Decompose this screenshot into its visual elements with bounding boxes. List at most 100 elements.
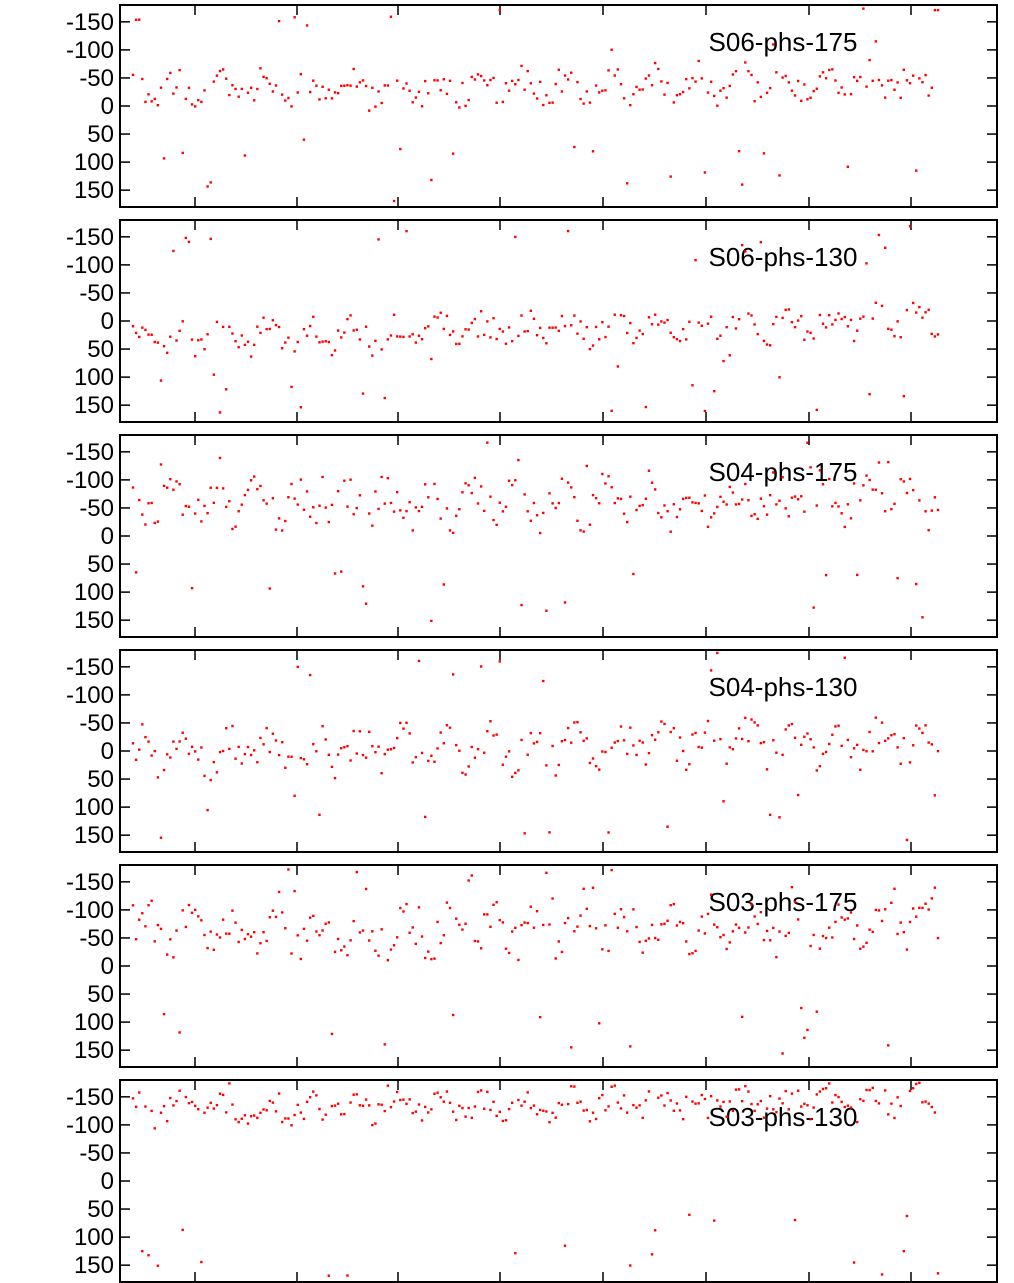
data-point bbox=[153, 521, 156, 525]
data-point bbox=[231, 1103, 234, 1106]
data-point bbox=[632, 342, 635, 345]
data-point bbox=[451, 531, 455, 535]
data-point bbox=[492, 903, 495, 907]
data-point bbox=[859, 317, 862, 320]
data-point bbox=[796, 79, 800, 83]
data-point bbox=[234, 340, 237, 343]
data-point bbox=[371, 744, 374, 748]
data-point bbox=[271, 732, 275, 735]
data-point bbox=[703, 409, 707, 413]
data-point bbox=[470, 491, 473, 495]
data-point bbox=[545, 342, 548, 345]
data-point bbox=[604, 924, 607, 927]
data-point bbox=[181, 731, 184, 734]
data-point bbox=[206, 1106, 209, 1109]
data-point bbox=[806, 1104, 809, 1107]
data-point bbox=[268, 1099, 271, 1103]
data-point bbox=[756, 332, 759, 336]
data-point bbox=[846, 1104, 850, 1107]
y-tick-label: 50 bbox=[87, 766, 114, 793]
data-point bbox=[383, 1043, 386, 1046]
data-point bbox=[221, 325, 225, 329]
data-point bbox=[719, 495, 722, 499]
data-point bbox=[716, 104, 719, 107]
data-point bbox=[740, 737, 744, 741]
data-point bbox=[548, 1121, 551, 1124]
data-point bbox=[818, 75, 822, 78]
data-point bbox=[433, 1092, 436, 1095]
data-point bbox=[551, 502, 554, 505]
data-point bbox=[380, 101, 383, 105]
data-point bbox=[927, 908, 930, 911]
data-point bbox=[880, 304, 884, 308]
data-point bbox=[579, 1100, 582, 1103]
data-point bbox=[772, 739, 775, 742]
data-point bbox=[212, 1107, 216, 1110]
data-point bbox=[190, 911, 194, 914]
data-point bbox=[361, 753, 365, 757]
y-tick-label: 0 bbox=[101, 93, 114, 120]
data-point bbox=[709, 893, 713, 896]
data-point bbox=[178, 483, 181, 486]
data-point bbox=[495, 733, 498, 736]
data-point bbox=[896, 576, 899, 580]
data-point bbox=[722, 500, 725, 503]
data-point bbox=[296, 91, 299, 94]
data-point bbox=[924, 724, 927, 727]
data-point bbox=[703, 1097, 707, 1101]
data-point bbox=[464, 773, 467, 776]
data-point bbox=[852, 75, 856, 79]
data-point bbox=[156, 103, 160, 107]
data-point bbox=[343, 331, 346, 334]
data-point bbox=[930, 1105, 933, 1109]
data-point bbox=[809, 96, 812, 99]
data-point bbox=[803, 338, 806, 341]
data-point bbox=[740, 1099, 744, 1103]
data-point bbox=[399, 335, 402, 338]
data-point bbox=[548, 101, 551, 105]
data-point bbox=[905, 1214, 909, 1218]
data-point bbox=[700, 77, 703, 80]
data-point bbox=[305, 1100, 309, 1104]
data-point bbox=[908, 224, 912, 228]
data-point bbox=[625, 331, 629, 335]
data-point bbox=[840, 916, 843, 919]
data-point bbox=[259, 331, 262, 335]
data-point bbox=[700, 324, 703, 328]
data-point bbox=[249, 935, 253, 938]
data-point bbox=[772, 43, 775, 46]
data-point bbox=[635, 508, 638, 512]
data-point bbox=[685, 77, 688, 81]
y-tick-label: -100 bbox=[66, 897, 114, 924]
data-point bbox=[187, 903, 191, 907]
data-point bbox=[520, 738, 523, 742]
data-point bbox=[246, 932, 250, 936]
data-point bbox=[806, 732, 809, 735]
data-point bbox=[402, 910, 405, 913]
data-point bbox=[305, 490, 309, 493]
data-point bbox=[355, 506, 358, 510]
data-point bbox=[877, 78, 881, 82]
data-point bbox=[184, 236, 188, 240]
y-tick-label: 50 bbox=[87, 981, 114, 1008]
data-point bbox=[489, 78, 492, 82]
data-point bbox=[464, 328, 467, 331]
data-point bbox=[713, 739, 716, 742]
data-point bbox=[377, 745, 380, 748]
data-point bbox=[184, 737, 188, 740]
data-point bbox=[284, 1117, 287, 1120]
data-point bbox=[672, 1109, 676, 1112]
data-point bbox=[554, 506, 557, 510]
data-point bbox=[871, 750, 874, 753]
data-point bbox=[666, 81, 669, 85]
data-point bbox=[293, 889, 296, 893]
data-point bbox=[501, 100, 505, 104]
data-point bbox=[414, 341, 418, 344]
data-point bbox=[473, 1105, 477, 1108]
data-point bbox=[713, 389, 716, 393]
data-point bbox=[862, 7, 865, 10]
data-point bbox=[834, 79, 837, 82]
data-point bbox=[218, 456, 222, 460]
data-point bbox=[927, 308, 930, 312]
data-point bbox=[713, 1219, 716, 1222]
